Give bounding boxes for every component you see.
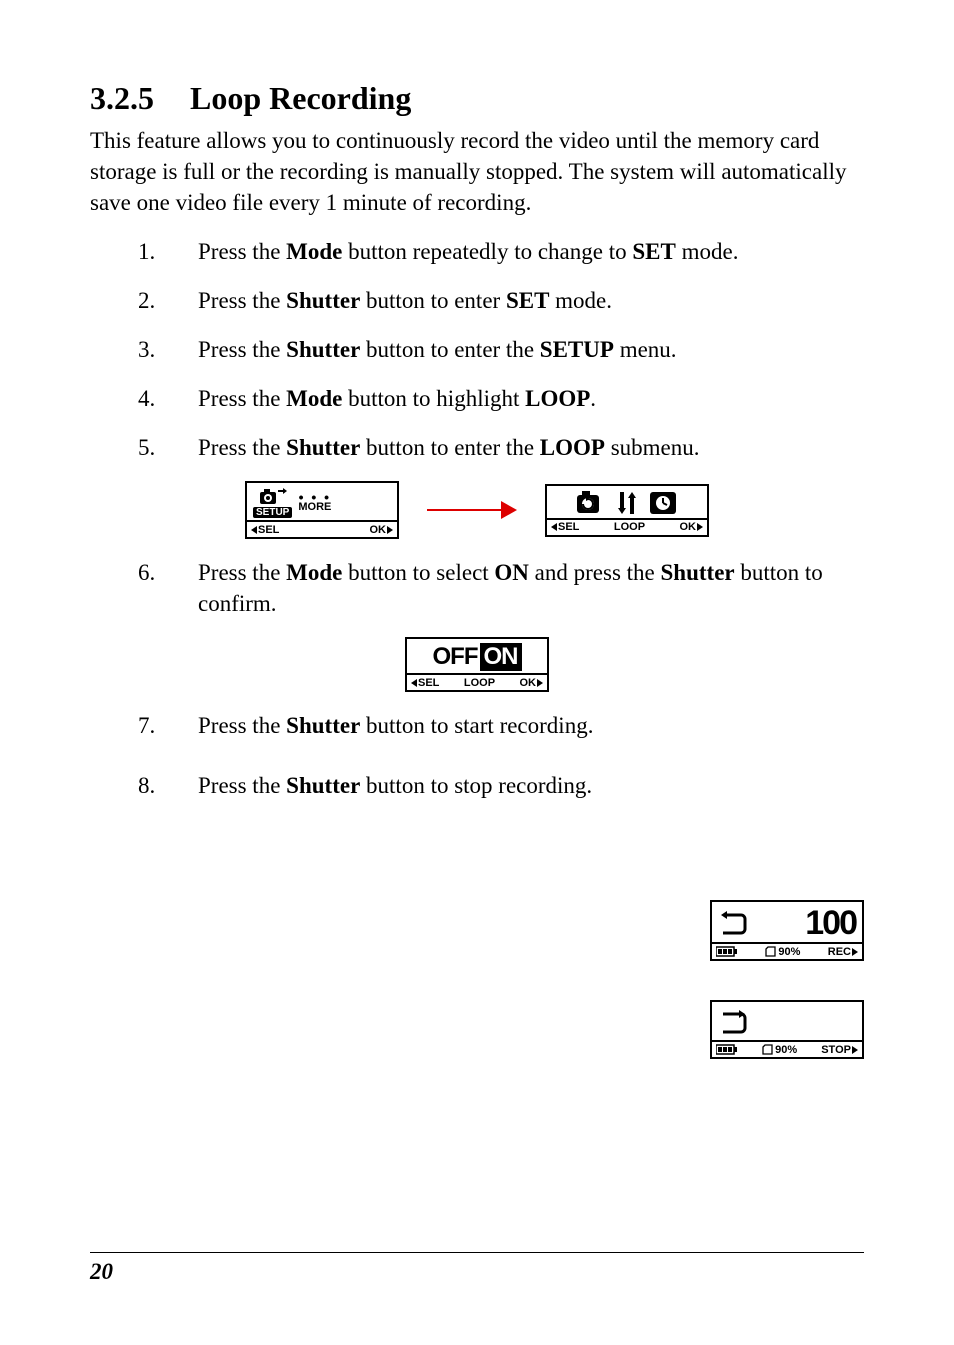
step-text: Press the Shutter button to stop recordi… xyxy=(198,770,864,801)
lcd-figure-row-1: SETUP • • • MORE SEL OK xyxy=(90,481,864,539)
step-3: 3. Press the Shutter button to enter the… xyxy=(138,334,864,365)
step-text: Press the Mode button to highlight LOOP. xyxy=(198,383,864,414)
counter-value: 100 xyxy=(805,906,856,940)
lcd-off-on: OFF ON SEL LOOP OK xyxy=(405,637,549,692)
sd-icon xyxy=(765,946,776,957)
stop-label: STOP xyxy=(821,1044,858,1056)
step-4: 4. Press the Mode button to highlight LO… xyxy=(138,383,864,414)
lcd-setup: SETUP • • • MORE SEL OK xyxy=(245,481,399,539)
steps-list-2: 6. Press the Mode button to select ON an… xyxy=(138,557,864,619)
step-text: Press the Shutter button to enter the SE… xyxy=(198,334,864,365)
intro-paragraph: This feature allows you to continuously … xyxy=(90,125,864,218)
more-label: MORE xyxy=(298,501,331,513)
battery-icon xyxy=(716,946,738,957)
step-number: 8. xyxy=(138,770,198,801)
updown-icon xyxy=(616,490,638,516)
loop-icon xyxy=(576,490,606,516)
step-text: Press the Shutter button to enter SET mo… xyxy=(198,285,864,316)
sd-pct: 90% xyxy=(762,1044,797,1056)
page-footer: 20 xyxy=(90,1252,864,1285)
steps-list: 1. Press the Mode button repeatedly to c… xyxy=(138,236,864,463)
ok-label: OK xyxy=(370,524,394,536)
step-text: Press the Shutter button to enter the LO… xyxy=(198,432,864,463)
step-number: 1. xyxy=(138,236,198,267)
sd-pct: 90% xyxy=(765,946,800,958)
loop-label: LOOP xyxy=(579,521,679,533)
battery-icon xyxy=(716,1044,738,1055)
ok-label: OK xyxy=(680,521,704,533)
section-number: 3.2.5 xyxy=(90,80,154,117)
step-2: 2. Press the Shutter button to enter SET… xyxy=(138,285,864,316)
step-6: 6. Press the Mode button to select ON an… xyxy=(138,557,864,619)
loop-out-icon xyxy=(718,1008,748,1036)
camera-arrow-icon xyxy=(259,487,287,505)
step-number: 3. xyxy=(138,334,198,365)
ok-label: OK xyxy=(520,677,544,689)
step-8: 8. Press the Shutter button to stop reco… xyxy=(138,770,864,801)
loop-icon xyxy=(718,909,748,937)
step-number: 2. xyxy=(138,285,198,316)
setup-pill: SETUP xyxy=(253,507,292,518)
lcd-loop-icons: SEL LOOP OK xyxy=(545,484,709,537)
step-number: 4. xyxy=(138,383,198,414)
selftimer-icon xyxy=(648,490,678,516)
sel-label: SEL xyxy=(251,524,279,536)
step-7: 7. Press the Shutter button to start rec… xyxy=(138,710,864,741)
step-5: 5. Press the Shutter button to enter the… xyxy=(138,432,864,463)
section-title: Loop Recording xyxy=(190,80,411,116)
page-number: 20 xyxy=(90,1259,113,1284)
lcd-rec: 100 90% REC xyxy=(710,900,864,961)
on-label: ON xyxy=(480,643,522,671)
steps-list-3: 7. Press the Shutter button to start rec… xyxy=(138,710,864,800)
step-1: 1. Press the Mode button repeatedly to c… xyxy=(138,236,864,267)
arrow-right-icon xyxy=(427,505,517,515)
off-label: OFF xyxy=(433,643,478,671)
step-text: Press the Shutter button to start record… xyxy=(198,710,864,741)
loop-label: LOOP xyxy=(439,677,519,689)
rec-label: REC xyxy=(828,946,858,958)
step-number: 7. xyxy=(138,710,198,741)
step-text: Press the Mode button to select ON and p… xyxy=(198,557,864,619)
step-number: 5. xyxy=(138,432,198,463)
sd-icon xyxy=(762,1044,773,1055)
step-number: 6. xyxy=(138,557,198,619)
lcd-figure-row-2: OFF ON SEL LOOP OK xyxy=(90,637,864,692)
lcd-stop: 90% STOP xyxy=(710,1000,864,1059)
step-text: Press the Mode button repeatedly to chan… xyxy=(198,236,864,267)
section-heading: 3.2.5 Loop Recording xyxy=(90,80,864,117)
sel-label: SEL xyxy=(411,677,439,689)
sel-label: SEL xyxy=(551,521,579,533)
dots-icon: • • • xyxy=(299,493,331,501)
